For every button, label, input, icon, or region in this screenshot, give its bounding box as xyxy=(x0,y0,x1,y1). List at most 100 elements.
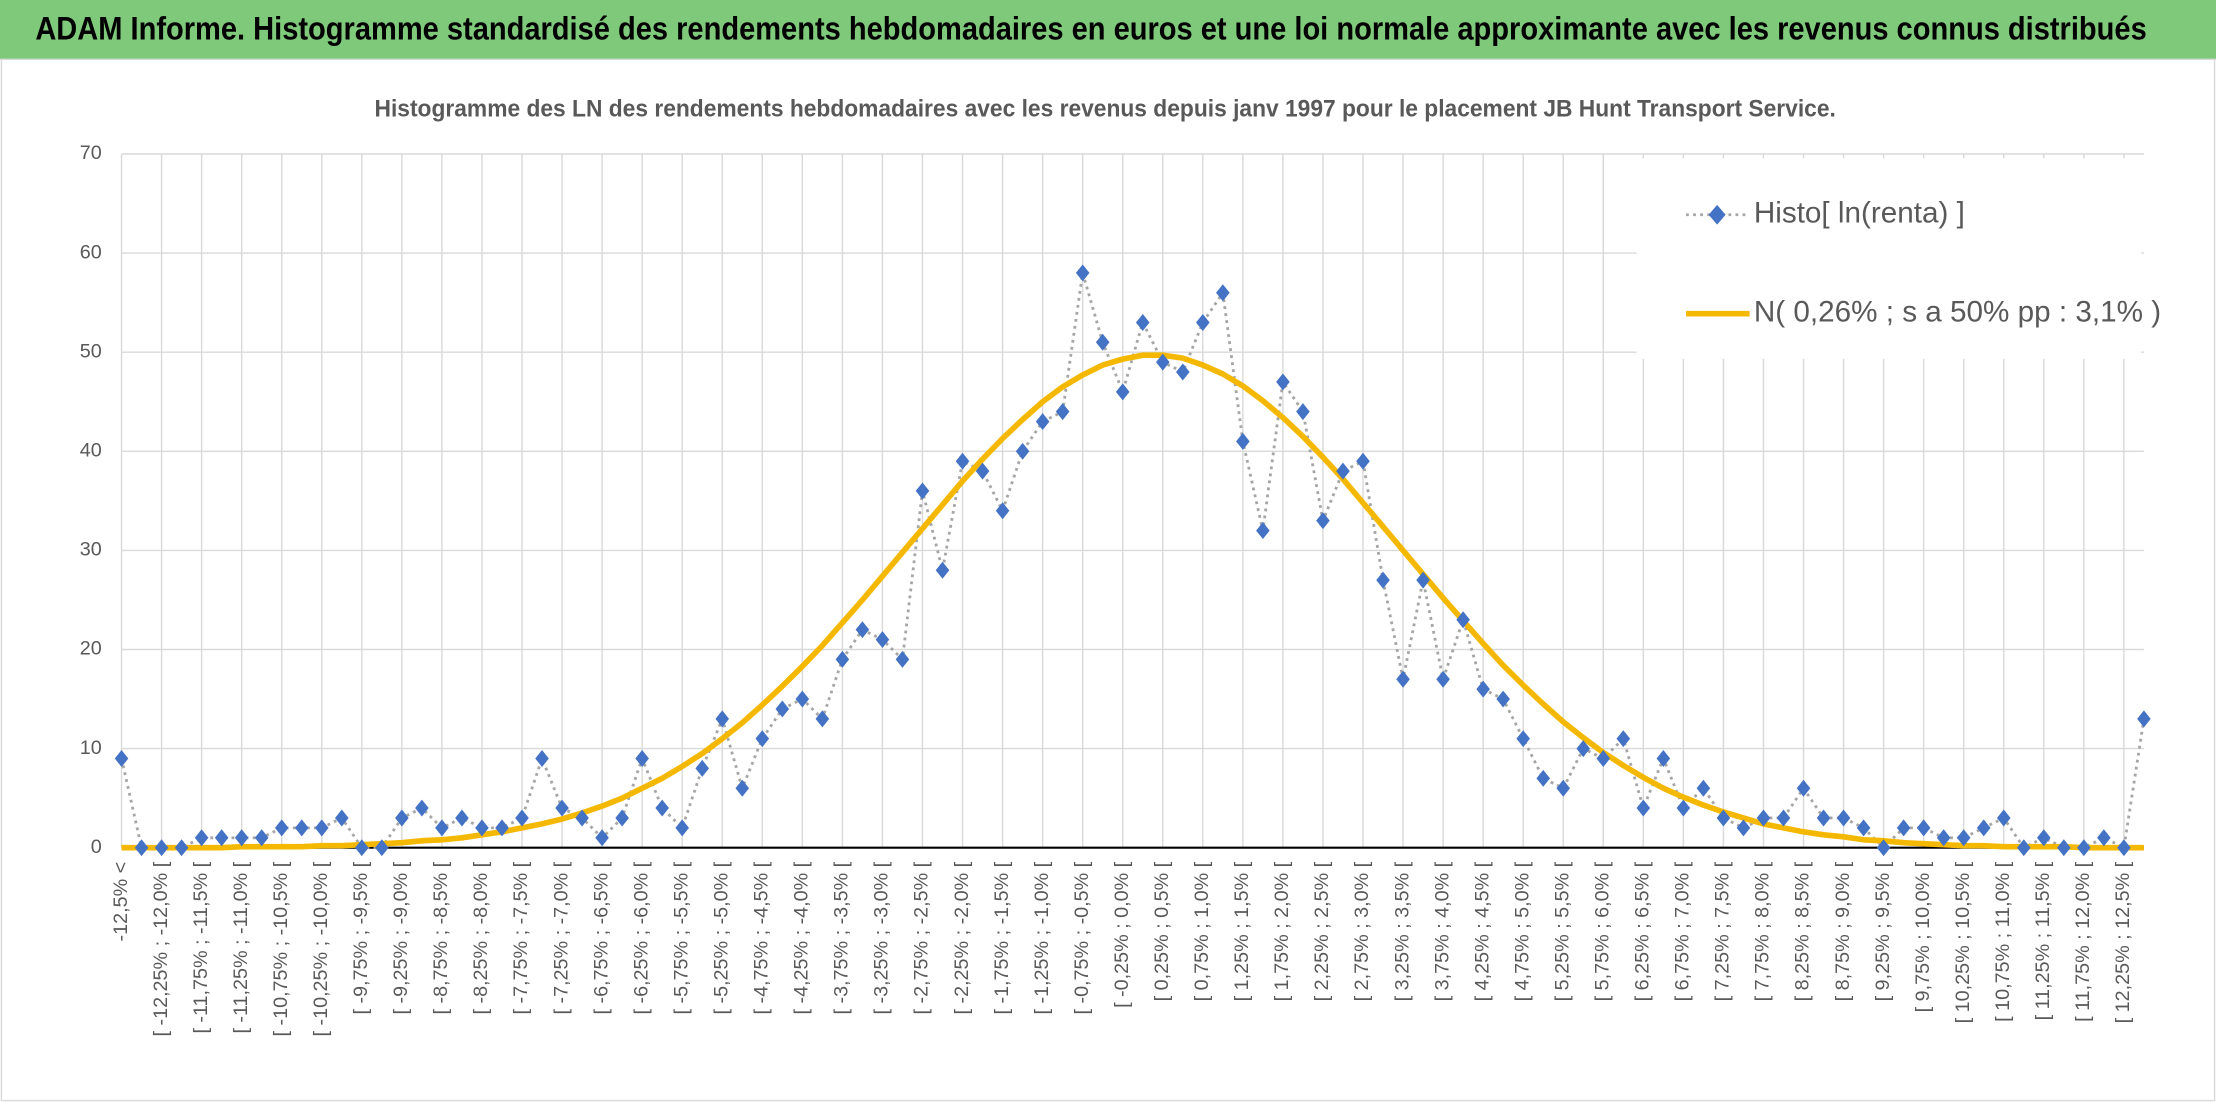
histogram-point xyxy=(1996,809,2011,827)
histogram-point xyxy=(1316,512,1330,530)
x-tick-label: [ 4,25% ; 4,5% [ xyxy=(1471,861,1493,1001)
histogram-point xyxy=(1556,779,1571,797)
histogram-point xyxy=(435,819,449,837)
histogram-point xyxy=(314,819,329,837)
histogram-point xyxy=(2057,839,2071,857)
chart-title: Histogramme des LN des rendements hebdom… xyxy=(375,96,1836,123)
histogram-point xyxy=(1396,670,1410,688)
x-tick-label: [ -8,25% ; -8,0% [ xyxy=(470,861,492,1014)
x-tick-label: [ 12,25% ; 12,5% [ xyxy=(2112,861,2134,1023)
histogram-point xyxy=(1776,809,1791,827)
histogram-point xyxy=(1176,363,1190,381)
histogram-point xyxy=(615,809,629,827)
histogram-point xyxy=(1236,432,1250,450)
x-tick-label: [ -5,25% ; -5,0% [ xyxy=(710,861,732,1014)
legend-box xyxy=(1636,158,2142,359)
histogram-point xyxy=(1115,383,1130,401)
x-tick-label: [ -1,25% ; -1,0% [ xyxy=(1031,861,1053,1014)
x-tick-label: [ -3,75% ; -3,5% [ xyxy=(831,861,853,1014)
x-tick-label: [ -9,75% ; -9,5% [ xyxy=(350,861,372,1014)
histogram-point xyxy=(595,829,609,847)
x-tick-label: [ -8,75% ; -8,5% [ xyxy=(430,861,452,1014)
header-title: ADAM Informe. Histogramme standardisé de… xyxy=(35,11,2146,47)
histogram-point xyxy=(1095,333,1110,351)
histogram-point xyxy=(2117,839,2131,857)
x-tick-label: [ -10,25% ; -10,0% [ xyxy=(310,861,332,1036)
histogram-point xyxy=(775,700,790,718)
x-tick-label: -12,5% < xyxy=(110,862,132,942)
x-tick-label: [ -12,25% ; -12,0% [ xyxy=(150,861,172,1036)
chart-border xyxy=(0,58,2216,1102)
histogram-point xyxy=(1676,799,1691,817)
histogram-point xyxy=(1135,313,1150,331)
histogram-point xyxy=(495,819,509,837)
x-tick-label: [ 7,75% ; 8,0% [ xyxy=(1752,861,1774,1001)
histogram-point xyxy=(1736,819,1751,837)
x-tick-label: [ 4,75% ; 5,0% [ xyxy=(1511,861,1533,1001)
histogram-point xyxy=(955,452,970,470)
histogram-point xyxy=(1356,452,1370,470)
header-bar xyxy=(0,0,2216,60)
histogram-point xyxy=(134,839,149,857)
x-tick-label: [ 10,75% ; 11,0% [ xyxy=(1992,861,2014,1022)
x-tick-label: [ 2,75% ; 3,0% [ xyxy=(1351,861,1373,1001)
histogram-point xyxy=(1456,611,1470,629)
histogram-point xyxy=(1476,680,1490,698)
x-tick-label: [ -0,25% ; 0,0% [ xyxy=(1111,861,1133,1008)
histogram-point xyxy=(1075,264,1090,282)
y-tick-label: 40 xyxy=(80,440,102,462)
x-tick-label: [ 0,25% ; 0,5% [ xyxy=(1151,861,1173,1001)
histogram-point xyxy=(194,829,209,847)
legend-label: N( 0,26% ; s a 50% pp : 3,1% ) xyxy=(1754,295,2161,328)
histogram-point xyxy=(455,809,469,827)
histogram-point xyxy=(1956,829,1971,847)
histogram-point xyxy=(1796,779,1811,797)
histogram-point xyxy=(635,750,649,767)
x-tick-label: [ -2,75% ; -2,5% [ xyxy=(911,861,933,1014)
x-tick-label: [ -9,25% ; -9,0% [ xyxy=(390,861,412,1014)
histogram-point xyxy=(1856,819,1871,837)
x-tick-label: [ -11,25% ; -11,0% [ xyxy=(230,861,252,1033)
histogram-point xyxy=(1836,809,1851,827)
x-tick-label: [ -6,75% ; -6,5% [ xyxy=(590,861,612,1014)
x-tick-label: [ 3,75% ; 4,0% [ xyxy=(1431,861,1453,1001)
histogram-point xyxy=(1816,809,1831,827)
histogram-point xyxy=(214,829,229,847)
x-tick-label: [ -1,75% ; -1,5% [ xyxy=(991,861,1013,1014)
histogram-point xyxy=(1756,809,1771,827)
y-tick-label: 10 xyxy=(80,737,102,759)
histogram-point xyxy=(655,799,669,817)
y-tick-label: 0 xyxy=(91,836,102,858)
x-tick-label: [ 2,25% ; 2,5% [ xyxy=(1311,861,1333,1001)
histogram-point xyxy=(1656,750,1671,767)
histogram-point xyxy=(1696,779,1711,797)
legend-label: Histo[ ln(renta) ] xyxy=(1754,197,1965,230)
x-tick-label: [ 1,25% ; 1,5% [ xyxy=(1231,861,1253,1001)
x-tick-label: [ -7,75% ; -7,5% [ xyxy=(510,861,532,1014)
histogram-point xyxy=(575,809,589,827)
histogram-point xyxy=(1216,284,1230,302)
histogram-point xyxy=(1636,799,1651,817)
histogram-point xyxy=(114,750,129,767)
x-tick-label: [ 9,75% ; 10,0% [ xyxy=(1912,861,1934,1012)
histogram-point xyxy=(1596,750,1611,767)
x-tick-label: [ 11,25% ; 11,5% [ xyxy=(2032,861,2054,1020)
y-tick-label: 50 xyxy=(80,340,102,362)
histogram-point xyxy=(1616,730,1631,748)
histogram-point xyxy=(1336,462,1350,480)
x-tick-label: [ 9,25% ; 9,5% [ xyxy=(1872,861,1894,1001)
histogram-point xyxy=(895,650,910,668)
histogram-point xyxy=(1276,373,1290,391)
histogram-point xyxy=(1516,730,1530,748)
x-tick-label: [ 6,25% ; 6,5% [ xyxy=(1632,861,1654,1001)
histogram-point xyxy=(1296,403,1310,421)
histogram-point xyxy=(1436,670,1450,688)
histogram-point xyxy=(294,819,309,837)
x-tick-label: [ -7,25% ; -7,0% [ xyxy=(550,861,572,1014)
histogram-point xyxy=(695,759,710,777)
histogram-point xyxy=(1896,819,1911,837)
histogram-point xyxy=(1536,769,1550,787)
x-tick-label: [ 5,25% ; 5,5% [ xyxy=(1551,861,1573,1001)
histogram-point xyxy=(515,809,529,827)
